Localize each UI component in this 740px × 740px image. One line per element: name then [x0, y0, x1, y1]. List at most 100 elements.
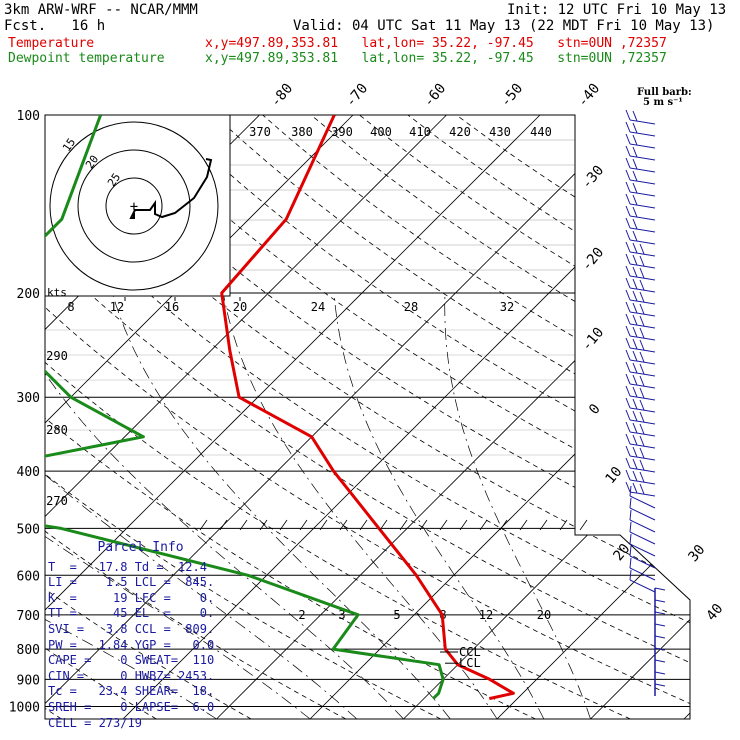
valid-time: Valid: 04 UTC Sat 11 May 13 (22 MDT Fri … [293, 18, 715, 34]
isotherm [45, 115, 447, 719]
wind-barb-flag [625, 445, 631, 457]
wind-barb [625, 481, 656, 497]
wind-barb [625, 313, 656, 329]
wind-barb-flag [654, 647, 666, 651]
wind-barb-flag [625, 289, 631, 301]
wind-barb-flag [632, 434, 638, 446]
wind-barb-flag [639, 267, 645, 279]
wind-barb-flag [632, 470, 638, 482]
wind-barb [625, 433, 656, 449]
hodograph-ring-label: 15 [60, 136, 78, 154]
wind-barb-flag [632, 278, 638, 290]
wind-barb [625, 109, 656, 125]
wind-barb-staff [629, 131, 656, 137]
wind-barb-flag [639, 399, 645, 411]
wind-barb-flag [632, 170, 638, 182]
wind-barb-flag [625, 337, 631, 349]
wind-barb-flag [629, 533, 632, 545]
wind-barbs [625, 109, 666, 696]
pressure-label: 200 [17, 287, 40, 302]
wind-barb-staff [629, 495, 656, 509]
isotherm [403, 115, 690, 719]
wind-barb-flag [654, 623, 666, 627]
mixing-ratio-dash [239, 519, 248, 531]
parcel-info-panel: Parcel Info T = 17.8 Td = 12.4 LI = 1.5 L… [48, 540, 233, 731]
parcel-info-row: PW = 1.84 YGP = 0.0 [48, 637, 215, 652]
parcel-info-title: Parcel Info [97, 540, 184, 555]
wind-barb-flag [632, 326, 638, 338]
dry-adiabat [45, 115, 441, 719]
wind-barb-flag [632, 134, 638, 146]
wind-barb [629, 545, 656, 569]
wind-barb [654, 647, 666, 660]
isotherm-label: -70 [343, 81, 372, 111]
theta-label: 280 [46, 423, 68, 437]
pressure-label: 300 [17, 391, 40, 406]
wind-barb-staff [629, 323, 656, 329]
wind-barb-flag [639, 315, 645, 327]
wind-barb [625, 193, 656, 209]
moist-adiabat [444, 292, 591, 719]
mixing-ratio-dash [419, 519, 428, 531]
dry-adiabat [45, 115, 690, 719]
wind-barb-staff [629, 543, 656, 557]
wind-barb-flag [625, 481, 631, 493]
wind-barb-staff [629, 347, 656, 353]
wind-barb [625, 445, 656, 461]
dewpoint-trace [45, 115, 445, 700]
wind-barb-staff [629, 287, 656, 293]
theta-e-label: 410 [409, 125, 431, 139]
dry-adiabat [45, 115, 690, 719]
pressure-label: 700 [17, 609, 40, 624]
wind-barb-staff [629, 507, 656, 521]
parcel-info-row: CIN = 0 HWBZ= 2453. [48, 668, 215, 683]
isotherm-label: -40 [575, 81, 604, 111]
temperature-location-info: x,y=497.89,353.81 lat,lon= 35.22, -97.45… [205, 36, 667, 51]
wind-barb-staff [629, 491, 656, 497]
wind-barb-staff [629, 215, 656, 221]
barb-legend: Full barb: [637, 87, 692, 98]
wind-barb-flag [625, 301, 631, 313]
wind-barb [654, 611, 666, 624]
wind-barb-flag [625, 265, 631, 277]
wind-barb-flag [632, 314, 638, 326]
model-title: 3km ARW-WRF -- NCAR/MMM [4, 2, 198, 18]
wind-barb-staff [629, 431, 656, 437]
wind-barb-flag [625, 469, 631, 481]
hodograph-trace [129, 158, 213, 219]
parcel-info-row: SREH = 0 LAPSE= 6.0 [48, 699, 215, 714]
forecast-hour: Fcst. 16 h [4, 18, 106, 34]
wind-barb-flag [625, 457, 631, 469]
wind-barb-flag [639, 327, 645, 339]
dry-adiabat [45, 115, 631, 719]
wind-barb-flag [654, 599, 666, 603]
wind-barb [625, 337, 656, 353]
wind-barb-flag [629, 545, 632, 557]
wind-barb-flag [654, 635, 666, 639]
wind-barb [625, 301, 656, 317]
parcel-info-row: K = 19 LFC = 0. [48, 590, 215, 605]
isotherm [590, 115, 690, 719]
wind-barb-flag [632, 194, 638, 206]
isotherm-label: -80 [268, 81, 297, 111]
wind-barb [625, 361, 656, 377]
wind-barb-flag [654, 683, 666, 687]
isotherm-label: 10 [602, 464, 625, 487]
mixing-ratio-dash [479, 519, 488, 531]
wind-barb-flag [639, 459, 645, 471]
wind-barb-flag [639, 339, 645, 351]
wind-barb [625, 397, 656, 413]
wind-barb-staff [629, 359, 656, 365]
hodograph-center-mark: + [130, 199, 138, 215]
wind-barb-flag [625, 181, 631, 193]
wind-barb [625, 145, 656, 161]
wind-barb [625, 241, 656, 257]
wind-barb-staff [629, 119, 656, 125]
parcel-info-row: CAPE = 0 SWEAT= 110 [48, 653, 215, 668]
dry-adiabat [45, 115, 536, 719]
theta-e-label: 430 [489, 125, 511, 139]
theta-e-label: 400 [370, 125, 392, 139]
mixing-ratio-dash [399, 519, 408, 531]
